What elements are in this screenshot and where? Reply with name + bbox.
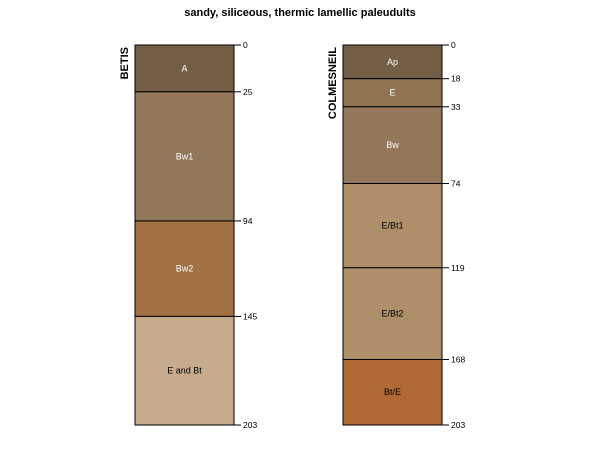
depth-tick-label: 94 bbox=[243, 216, 253, 226]
chart-title: sandy, siliceous, thermic lamellic paleu… bbox=[184, 7, 416, 19]
horizon-bw1 bbox=[134, 91, 235, 222]
horizon-label: Bw bbox=[386, 140, 399, 150]
depth-tick-label: 203 bbox=[451, 420, 465, 430]
horizon-label: E/Bt2 bbox=[381, 309, 403, 319]
horizon-e-bt1 bbox=[342, 183, 443, 269]
horizon-a bbox=[134, 44, 235, 93]
profile-name-label: BETIS bbox=[119, 47, 131, 79]
horizon-e bbox=[342, 78, 443, 108]
depth-tick-label: 74 bbox=[451, 179, 461, 189]
horizon-bw bbox=[342, 106, 443, 185]
horizon-e-and-bt bbox=[134, 315, 235, 426]
depth-tick-label: 145 bbox=[243, 311, 257, 321]
horizon-label: Bw1 bbox=[176, 151, 194, 161]
profile-colmesneil: COLMESNEIL Ap E Bw E/Bt1 E/Bt2 Bt/E 0 18 33 74 119 1… bbox=[327, 40, 465, 430]
profile-betis: BETIS A Bw1 Bw2 E and Bt 0 25 94 145 203 bbox=[119, 40, 257, 430]
horizon-label: Bt/E bbox=[384, 387, 401, 397]
depth-tick-label: 0 bbox=[243, 40, 248, 50]
horizon-label: E and Bt bbox=[167, 366, 202, 376]
horizon-label: Bw2 bbox=[176, 264, 194, 274]
horizon-bw2 bbox=[134, 220, 235, 317]
horizon-ap bbox=[342, 44, 443, 80]
depth-tick-label: 18 bbox=[451, 74, 461, 84]
horizon-label: E/Bt1 bbox=[381, 221, 403, 231]
depth-tick-label: 25 bbox=[243, 87, 253, 97]
depth-tick-label: 33 bbox=[451, 102, 461, 112]
horizon-e-bt2 bbox=[342, 267, 443, 360]
depth-tick-label: 168 bbox=[451, 354, 465, 364]
horizon-label: A bbox=[181, 63, 187, 73]
horizon-bt-e bbox=[342, 358, 443, 426]
depth-tick-label: 203 bbox=[243, 420, 257, 430]
profile-name-label: COLMESNEIL bbox=[327, 47, 339, 119]
horizon-label: E bbox=[389, 88, 395, 98]
depth-tick-label: 119 bbox=[451, 263, 465, 273]
depth-tick-label: 0 bbox=[451, 40, 456, 50]
horizon-label: Ap bbox=[387, 57, 398, 67]
